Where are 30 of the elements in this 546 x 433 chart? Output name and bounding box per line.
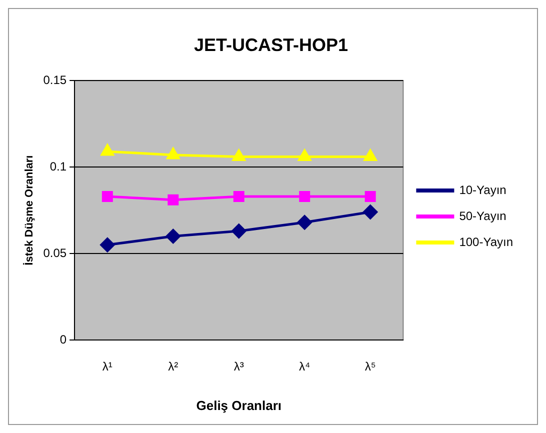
legend-label: 10-Yayın	[459, 182, 506, 197]
chart-title: JET-UCAST-HOP1	[194, 34, 348, 55]
x-tick-label: λ³	[234, 360, 244, 374]
x-axis-title: Geliş Oranları	[196, 398, 282, 413]
x-tick-label: λ⁴	[299, 360, 310, 374]
point	[102, 190, 113, 202]
legend-label: 100-Yayın	[459, 234, 513, 249]
point	[166, 148, 180, 160]
y-tick-label: 0	[60, 332, 67, 346]
point	[364, 149, 377, 161]
point	[299, 190, 310, 202]
point	[100, 144, 114, 156]
point	[298, 149, 312, 161]
x-tick-label: λ⁵	[364, 360, 376, 374]
point	[232, 149, 246, 161]
x-tick-label: λ¹	[102, 360, 112, 374]
point	[233, 190, 244, 202]
point	[166, 228, 180, 244]
x-tick-label: λ²	[168, 360, 178, 374]
point	[364, 190, 376, 202]
point	[168, 194, 179, 206]
point	[363, 204, 378, 220]
point	[297, 215, 312, 230]
y-axis-title: İstek Düşme Oranları	[22, 155, 36, 266]
y-tick-label: 0.15	[43, 72, 67, 87]
point	[100, 238, 115, 252]
y-tick-label: 0.1	[50, 159, 67, 174]
point	[232, 224, 246, 238]
y-tick-label: 0.05	[43, 246, 67, 260]
legend-label: 50-Yayın	[459, 208, 506, 223]
